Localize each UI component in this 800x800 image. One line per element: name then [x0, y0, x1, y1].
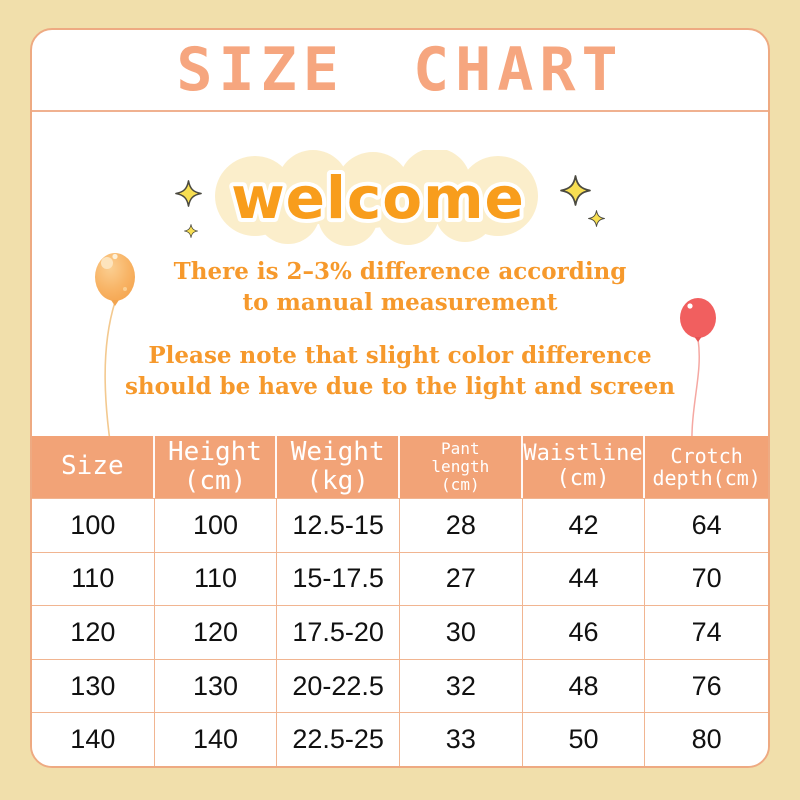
- cell-size: 120: [32, 605, 155, 659]
- color-note: Please note that slight color difference…: [124, 342, 675, 401]
- cell-height: 140: [154, 712, 278, 766]
- cell-waistline: 46: [522, 605, 646, 659]
- cell-crotch: 80: [645, 712, 768, 766]
- welcome-text: welcome: [231, 164, 525, 232]
- cell-waistline: 42: [522, 498, 646, 552]
- cell-weight: 17.5-20: [277, 605, 400, 659]
- size-chart-table: Size Height (cm) Weight (kg) Pant length…: [32, 436, 768, 766]
- cell-size: 140: [32, 712, 155, 766]
- cell-pant: 28: [399, 498, 523, 552]
- cell-crotch: 64: [645, 498, 768, 552]
- sparkle-icon: [560, 175, 591, 206]
- welcome-banner: welcome: [32, 142, 768, 252]
- cell-waistline: 48: [522, 658, 646, 713]
- cell-crotch: 70: [645, 551, 768, 606]
- cell-size: 100: [32, 498, 155, 552]
- column-header-weight: Weight (kg): [277, 436, 400, 498]
- column-header-waistline: Waistline (cm): [523, 436, 646, 498]
- sparkle-icon: [184, 224, 198, 238]
- column-header-height: Height (cm): [155, 436, 278, 498]
- cell-weight: 22.5-25: [277, 712, 400, 766]
- sparkle-icon: [588, 210, 605, 227]
- cell-height: 110: [154, 551, 278, 606]
- column-header-size: Size: [32, 436, 155, 498]
- column-header-pant-length: Pant length (cm): [400, 436, 523, 498]
- cell-pant: 30: [399, 605, 523, 659]
- cloud-shape: welcome: [215, 150, 538, 246]
- table-row: 100 100 12.5-15 28 42 64: [32, 498, 768, 552]
- cell-waistline: 44: [522, 551, 646, 606]
- title-section: SIZE CHART: [32, 30, 768, 112]
- table-row: 120 120 17.5-20 30 46 74: [32, 605, 768, 659]
- table-row: 140 140 22.5-25 33 50 80: [32, 712, 768, 766]
- cell-pant: 32: [399, 658, 523, 713]
- cell-waistline: 50: [522, 712, 646, 766]
- cell-crotch: 76: [645, 658, 768, 713]
- cell-weight: 20-22.5: [277, 658, 400, 713]
- cell-weight: 15-17.5: [277, 551, 400, 606]
- sparkle-icon: [175, 180, 202, 207]
- cell-weight: 12.5-15: [277, 498, 400, 552]
- column-header-crotch-depth: Crotch depth(cm): [652, 443, 761, 490]
- orange-balloon-icon: [95, 253, 135, 469]
- cell-height: 130: [154, 658, 278, 713]
- cell-pant: 33: [399, 712, 523, 766]
- table-row: 110 110 15-17.5 27 44 70: [32, 551, 768, 606]
- table-row: 130 130 20-22.5 32 48 76: [32, 658, 768, 713]
- table-header-row: Size Height (cm) Weight (kg) Pant length…: [32, 436, 768, 498]
- measurement-note: There is 2–3% difference according to ma…: [173, 258, 627, 317]
- page-title: SIZE CHART: [176, 35, 624, 105]
- size-chart-card: SIZE CHART welcome: [30, 28, 770, 768]
- cell-height: 100: [154, 498, 278, 552]
- cell-crotch: 74: [645, 605, 768, 659]
- cell-size: 130: [32, 658, 155, 713]
- cell-size: 110: [32, 551, 155, 606]
- cell-pant: 27: [399, 551, 523, 606]
- cell-height: 120: [154, 605, 278, 659]
